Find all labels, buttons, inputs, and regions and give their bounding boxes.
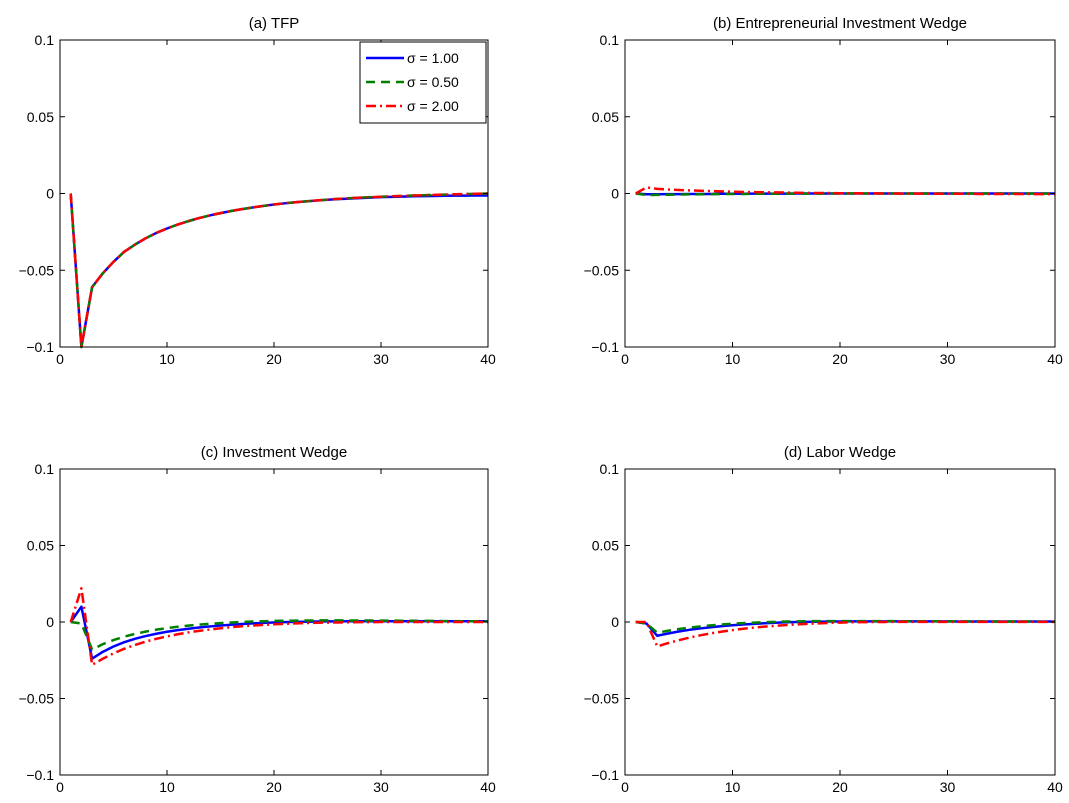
- y-tick-label: −0.05: [19, 691, 55, 707]
- series-line-3: [69, 192, 488, 349]
- series-line-3: [635, 620, 1055, 648]
- legend-label: σ = 1.00: [407, 50, 459, 66]
- x-tick-label: 10: [725, 351, 741, 367]
- x-tick-label: 20: [266, 351, 282, 367]
- y-tick-label: 0.05: [27, 538, 54, 554]
- subplot-1: (a) TFP 0 10 20 30 40 −0.1 −0.05 0 0.05 0.1 σ = 1.0…: [19, 15, 496, 367]
- x-tick-label: 0: [56, 779, 64, 795]
- subplot-title: (a) TFP: [249, 15, 300, 32]
- y-tick-label: −0.1: [591, 339, 619, 355]
- subplot-2: (b) Entrepreneurial Investment Wedge 0 10 2…: [584, 15, 1063, 367]
- series-line-1: [69, 605, 488, 660]
- legend-label: σ = 2.00: [407, 98, 459, 114]
- y-tick-label: 0: [611, 186, 619, 202]
- y-tick-label: −0.1: [26, 767, 54, 783]
- x-tick-label: 20: [266, 779, 282, 795]
- x-tick-label: 40: [480, 779, 496, 795]
- x-tick-label: 10: [159, 779, 175, 795]
- y-tick-label: 0.1: [35, 461, 55, 477]
- y-tick-label: 0.1: [600, 461, 620, 477]
- series-line-2: [69, 192, 488, 349]
- y-tick-label: 0: [611, 614, 619, 630]
- x-tick-label: 20: [832, 351, 848, 367]
- y-tick-label: −0.1: [591, 767, 619, 783]
- x-tick-label: 30: [940, 351, 956, 367]
- series-line-2: [635, 192, 1055, 197]
- y-tick-label: 0: [46, 614, 54, 630]
- x-tick-label: 40: [480, 351, 496, 367]
- subplot-title: (d) Labor Wedge: [784, 444, 896, 461]
- y-tick-label: −0.05: [19, 262, 55, 278]
- y-tick-label: −0.05: [584, 262, 620, 278]
- y-tick-label: 0.1: [600, 32, 620, 48]
- y-tick-label: −0.05: [584, 691, 620, 707]
- series-group: [635, 619, 1055, 648]
- x-tick-label: 30: [373, 351, 389, 367]
- x-tick-label: 0: [621, 351, 629, 367]
- x-tick-label: 30: [373, 779, 389, 795]
- x-tick-label: 40: [1047, 351, 1063, 367]
- y-tick-label: 0: [46, 186, 54, 202]
- y-tick-label: 0.05: [592, 538, 619, 554]
- x-tick-label: 10: [725, 779, 741, 795]
- series-group: [69, 587, 488, 667]
- x-tick-label: 0: [56, 351, 64, 367]
- subplot-3: (c) Investment Wedge 0 10 20 30 40 −0.1 −0.05 0 0…: [19, 444, 496, 795]
- series-group: [635, 186, 1055, 197]
- y-tick-label: 0.05: [27, 109, 54, 125]
- subplot-title: (b) Entrepreneurial Investment Wedge: [713, 15, 967, 32]
- series-line-1: [69, 193, 488, 349]
- series-line-2: [70, 619, 488, 651]
- y-tick-label: 0.1: [35, 32, 55, 48]
- legend: σ = 1.00 σ = 0.50 σ = 2.00: [359, 41, 487, 124]
- series-group: [69, 192, 488, 349]
- y-tick-label: 0.05: [592, 109, 619, 125]
- x-tick-label: 0: [621, 779, 629, 795]
- x-tick-label: 40: [1047, 779, 1063, 795]
- x-tick-label: 10: [159, 351, 175, 367]
- y-tick-label: −0.1: [26, 339, 54, 355]
- series-line-3: [69, 587, 488, 667]
- subplot-4: (d) Labor Wedge 0 10 20 30 40 −0.1 −0.05 0 0.05 0.…: [584, 444, 1063, 795]
- x-tick-label: 20: [832, 779, 848, 795]
- legend-label: σ = 0.50: [407, 74, 459, 90]
- subplot-title: (c) Investment Wedge: [201, 444, 347, 461]
- x-tick-label: 30: [940, 779, 956, 795]
